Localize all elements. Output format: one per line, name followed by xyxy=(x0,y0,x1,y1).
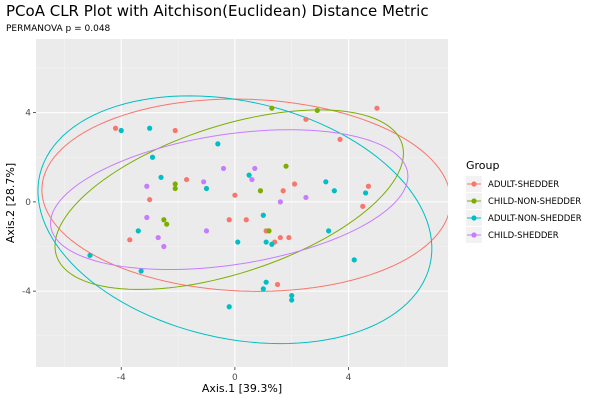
legend-label: ADULT-NON-SHEDDER xyxy=(488,214,582,224)
point-child-shedder xyxy=(155,234,161,241)
point-child-shedder xyxy=(220,165,227,172)
point-child-shedder xyxy=(303,194,309,201)
chart-subtitle: PERMANOVA p = 0.048 xyxy=(6,24,111,34)
point-adult-non-shedder xyxy=(135,228,141,234)
point-adult-non-shedder xyxy=(260,212,266,218)
y-tick-label: -4 xyxy=(22,287,31,297)
point-child-shedder xyxy=(277,199,283,205)
point-adult-non-shedder xyxy=(263,239,269,245)
point-adult-shedder xyxy=(360,203,366,209)
point-adult-non-shedder xyxy=(289,297,295,303)
point-adult-shedder xyxy=(274,281,281,288)
x-axis-title: Axis.1 [39.3%] xyxy=(202,382,282,395)
legend-key-point xyxy=(471,232,477,238)
x-tick-label: 4 xyxy=(346,373,352,383)
point-child-non-shedder xyxy=(257,188,264,194)
point-adult-shedder xyxy=(286,234,292,241)
point-adult-non-shedder xyxy=(246,172,252,178)
point-adult-non-shedder xyxy=(331,188,337,194)
y-axis-ticks: -4 0 4 xyxy=(22,109,36,297)
legend: Group ADULT-SHEDDER CHILD-NON-SHEDDER ADUL… xyxy=(466,159,582,243)
point-child-non-shedder xyxy=(161,217,167,223)
point-child-non-shedder xyxy=(269,105,275,111)
point-adult-non-shedder xyxy=(260,286,266,292)
ellipse-adult-shedder xyxy=(41,98,448,292)
point-adult-shedder xyxy=(337,136,343,143)
point-adult-shedder xyxy=(172,127,178,134)
point-child-non-shedder xyxy=(314,107,320,114)
point-adult-non-shedder xyxy=(87,252,93,259)
legend-label: ADULT-SHEDDER xyxy=(488,180,559,190)
point-adult-shedder xyxy=(374,105,380,111)
confidence-ellipses xyxy=(37,95,448,345)
x-axis-ticks: -4 0 4 xyxy=(117,367,352,383)
point-adult-shedder xyxy=(127,237,133,243)
point-child-shedder xyxy=(252,165,258,172)
legend-key-point xyxy=(471,215,477,221)
point-adult-non-shedder xyxy=(149,154,156,160)
point-adult-non-shedder xyxy=(363,190,369,196)
y-tick-label: 0 xyxy=(25,198,31,208)
point-child-shedder xyxy=(144,183,150,189)
point-child-non-shedder xyxy=(172,185,178,192)
point-child-shedder xyxy=(144,214,150,221)
data-points xyxy=(87,105,380,310)
y-axis-title: Axis.2 [28.7%] xyxy=(4,163,17,243)
chart-title: PCoA CLR Plot with Aitchison(Euclidean) … xyxy=(6,2,429,20)
point-child-shedder xyxy=(203,228,210,234)
point-adult-shedder xyxy=(147,197,153,203)
point-adult-shedder xyxy=(226,217,232,223)
point-adult-non-shedder xyxy=(263,279,269,285)
point-adult-shedder xyxy=(277,234,283,241)
point-adult-non-shedder xyxy=(138,268,144,274)
legend-label: CHILD-SHEDDER xyxy=(488,231,559,241)
point-adult-non-shedder xyxy=(235,239,241,245)
point-child-non-shedder xyxy=(164,221,170,227)
ellipse-adult-non-shedder xyxy=(37,95,433,345)
point-adult-shedder xyxy=(365,183,372,189)
point-child-non-shedder xyxy=(172,181,178,187)
point-adult-shedder xyxy=(291,181,298,187)
legend-label: CHILD-NON-SHEDDER xyxy=(488,197,581,207)
ellipse-child-shedder xyxy=(50,129,409,271)
point-adult-shedder xyxy=(303,116,309,122)
legend-key-point xyxy=(471,198,477,204)
point-adult-non-shedder xyxy=(215,141,221,147)
point-child-shedder xyxy=(201,179,207,185)
point-child-non-shedder xyxy=(266,228,272,234)
x-tick-label: 0 xyxy=(232,373,238,383)
legend-title: Group xyxy=(466,159,500,172)
point-adult-shedder xyxy=(183,176,190,183)
minor-gridlines xyxy=(36,39,448,367)
point-child-shedder xyxy=(249,176,255,183)
point-adult-non-shedder xyxy=(351,257,357,263)
point-adult-shedder xyxy=(112,125,119,131)
point-adult-non-shedder xyxy=(147,125,153,131)
point-adult-non-shedder xyxy=(203,185,210,192)
point-adult-non-shedder xyxy=(158,174,164,180)
x-tick-label: -4 xyxy=(117,373,126,383)
y-tick-label: 4 xyxy=(25,109,31,119)
point-adult-non-shedder xyxy=(269,241,275,247)
point-adult-shedder xyxy=(280,188,286,194)
point-adult-non-shedder xyxy=(323,179,329,185)
plot-panel xyxy=(36,39,448,367)
point-child-shedder xyxy=(161,243,167,250)
point-adult-non-shedder xyxy=(326,228,332,234)
legend-key-point xyxy=(471,181,477,187)
point-adult-non-shedder xyxy=(289,292,295,299)
ellipse-child-non-shedder xyxy=(54,109,404,290)
point-adult-non-shedder xyxy=(226,304,232,310)
point-adult-shedder xyxy=(232,192,238,198)
point-child-non-shedder xyxy=(283,163,289,169)
point-adult-shedder xyxy=(243,217,249,223)
point-adult-non-shedder xyxy=(118,127,124,134)
